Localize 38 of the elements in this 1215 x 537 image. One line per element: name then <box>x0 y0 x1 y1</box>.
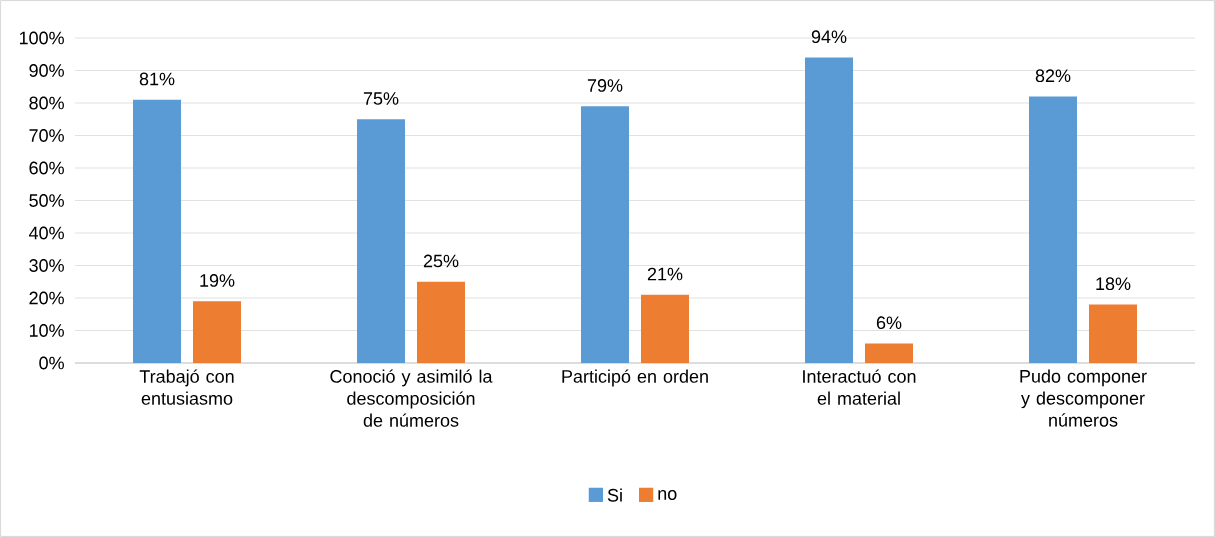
bar <box>865 343 913 363</box>
y-tick-label: 10% <box>29 324 64 337</box>
data-label: 21% <box>647 267 683 281</box>
bar <box>581 106 630 363</box>
data-label: 18% <box>1096 277 1131 291</box>
y-tick-label: 70% <box>29 129 64 142</box>
y-tick-label: 100% <box>19 31 64 45</box>
x-tick-label: Pudo componer y descomponer números <box>1020 369 1147 427</box>
data-label: 25% <box>423 254 459 268</box>
x-tick-label: Trabajó con entusiasmo <box>139 369 234 405</box>
data-label: 82% <box>1035 69 1071 83</box>
legend-label: no <box>658 490 677 500</box>
y-tick-label: 30% <box>29 259 64 272</box>
data-label: 75% <box>363 92 399 105</box>
x-tick-label: Participó en orden <box>562 369 708 387</box>
y-tick-label: 40% <box>28 226 64 240</box>
bar <box>133 99 182 363</box>
x-tick-label: Conoció y asimiló la descomposición de números <box>330 369 493 427</box>
bar <box>641 294 689 363</box>
y-tick-label: 20% <box>29 291 64 305</box>
data-label: 19% <box>200 274 235 287</box>
bar <box>357 119 406 363</box>
y-tick-label: 50% <box>29 194 64 207</box>
bar <box>193 301 242 363</box>
y-tick-label: 80% <box>29 96 64 110</box>
x-tick-label: Interactuó con el material <box>803 369 916 405</box>
data-label: 94% <box>811 30 847 44</box>
y-tick-label: 90% <box>29 64 64 77</box>
bar <box>417 281 465 363</box>
bar <box>1029 96 1077 363</box>
legend-label: Si <box>607 488 622 502</box>
data-label: 79% <box>587 79 623 92</box>
y-tick-label: 60% <box>29 161 64 175</box>
data-label: 81% <box>139 72 175 86</box>
bar <box>1089 304 1137 363</box>
data-label: 6% <box>876 316 902 330</box>
y-tick-label: 0% <box>39 356 64 370</box>
bar <box>805 57 853 363</box>
